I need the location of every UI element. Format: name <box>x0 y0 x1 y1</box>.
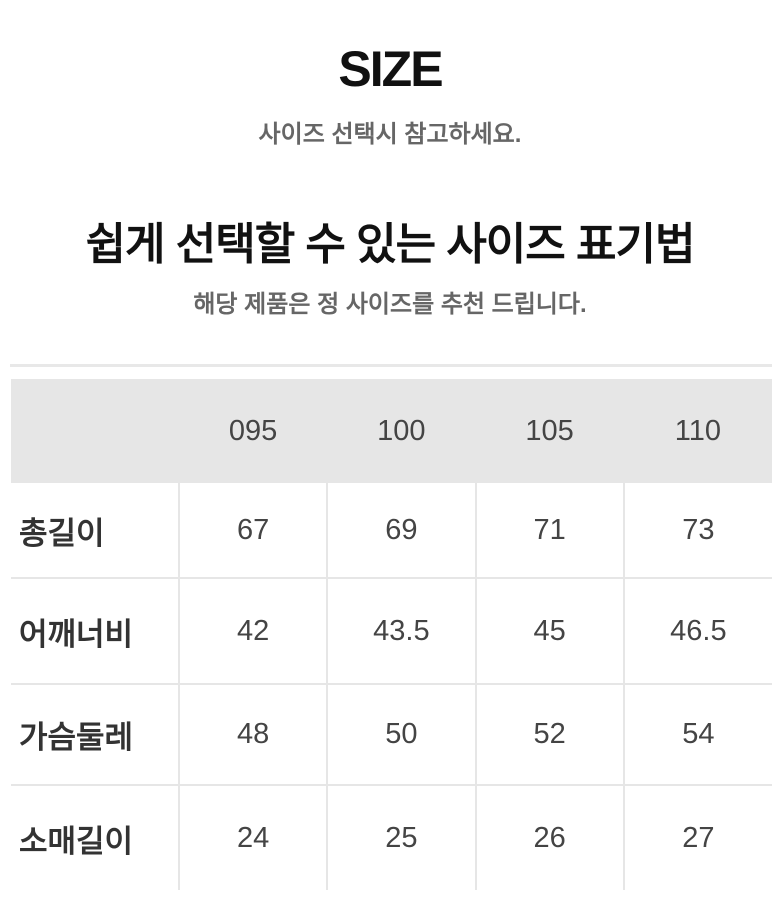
row-label: 가슴둘레 <box>11 684 179 786</box>
table-row: 소매길이 24 25 26 27 <box>11 785 772 890</box>
table-cell: 48 <box>177 684 328 786</box>
table-cell: 27 <box>622 785 772 890</box>
section-subheading: 해당 제품은 정 사이즈를 추천 드립니다. <box>193 291 587 318</box>
table-cell: 71 <box>474 483 624 579</box>
table-cell: 54 <box>622 684 772 786</box>
table-cell: 25 <box>326 785 476 890</box>
table-row: 총길이 67 69 71 73 <box>11 483 772 579</box>
header-cell <box>11 379 179 483</box>
table-cell: 26 <box>474 785 624 890</box>
table-cell: 69 <box>326 483 476 579</box>
header-cell: 110 <box>623 379 772 483</box>
table-cell: 42 <box>177 578 328 685</box>
table-cell: 46.5 <box>622 578 772 685</box>
table-cell: 67 <box>177 483 328 579</box>
table-cell: 52 <box>474 684 624 786</box>
header-cell: 100 <box>327 379 476 483</box>
table-row: 가슴둘레 48 50 52 54 <box>11 684 772 786</box>
table-cell: 73 <box>622 483 772 579</box>
table-cell: 45 <box>474 578 624 685</box>
row-label: 소매길이 <box>19 823 134 859</box>
header-cell: 105 <box>475 379 624 483</box>
row-label: 총길이 <box>11 483 179 579</box>
page-title: SIZE <box>338 41 443 97</box>
table-cell: 24 <box>177 785 328 890</box>
table-header-row: 095 100 105 110 <box>11 379 772 483</box>
row-label: 어깨너비 <box>11 578 179 685</box>
size-table: 095 100 105 110 총길이 67 69 71 73 어깨너비 42 43.5 45 4… <box>11 379 772 890</box>
section-heading: 쉽게 선택할 수 있는 사이즈 표기법 <box>85 220 696 269</box>
divider <box>10 364 772 367</box>
table-cell: 43.5 <box>326 578 476 685</box>
table-cell: 50 <box>326 684 476 786</box>
table-row: 어깨너비 42 43.5 45 46.5 <box>11 578 772 685</box>
header-cell: 095 <box>179 379 328 483</box>
page-subtitle: 사이즈 선택시 참고하세요. <box>258 121 522 148</box>
